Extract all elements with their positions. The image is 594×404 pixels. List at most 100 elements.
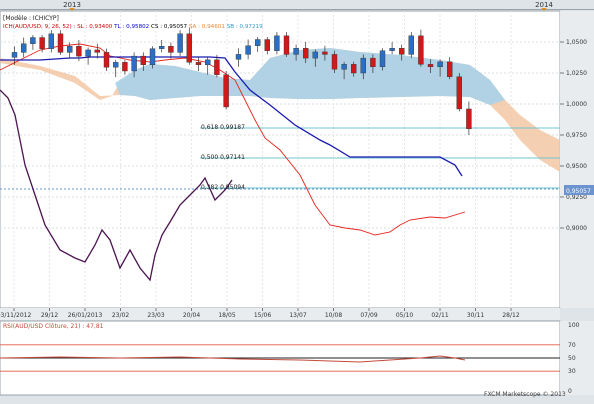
price-axis-ticks: 1,0500 1,0250 1,0000 0,9750 0,9500 0,9250 0,90… <box>560 39 587 232</box>
time-axis-ticks: 03/11/2012 29/12 26/01/2013 23/02 23/03 20/04… <box>0 308 520 319</box>
rsi-tick-label: 100 <box>568 322 580 329</box>
timeline-bar <box>0 0 594 10</box>
candle-body <box>264 39 270 51</box>
candle-body <box>214 59 220 75</box>
candle-body <box>283 35 290 55</box>
candlestick-series <box>11 27 472 135</box>
rsi-axis[interactable] <box>560 321 594 395</box>
fib-label-618: 0,618 0,99187 <box>201 124 245 131</box>
rsi-tick-label: 0 <box>568 388 572 395</box>
legend-line: ICH(AUD/USD, 9, 26, 52) : SL : 0,93400 T… <box>3 24 263 30</box>
candle-body <box>48 33 54 49</box>
candle-body <box>94 49 101 53</box>
legend-item: CS : 0,95057 <box>151 24 189 30</box>
candle-body <box>312 51 318 59</box>
price-tick-label: 1,0250 <box>566 70 587 77</box>
ichimoku-lines <box>0 43 466 282</box>
candle-body <box>168 46 174 53</box>
candle-body <box>204 59 211 66</box>
time-tick-label: 13/07 <box>289 312 306 319</box>
fib-label-382: 0,382 0,95094 <box>201 184 245 191</box>
candle-body <box>437 61 443 68</box>
candle-body <box>112 62 119 68</box>
legend-item: SA : 0,94601 <box>189 24 227 30</box>
fibonacci-levels <box>0 127 560 190</box>
candle-body <box>21 43 27 53</box>
candle-body <box>140 55 147 65</box>
price-axis[interactable] <box>560 11 594 308</box>
time-tick-label: 29/12 <box>41 312 58 319</box>
candle-body <box>418 35 424 65</box>
indicator-legend: ICH(AUD/USD, 9, 26, 52) : SL : 0,93400 T… <box>3 24 263 30</box>
ichimoku-cloud <box>0 48 560 172</box>
chikou-line <box>0 89 233 282</box>
price-tick-label: 0,9000 <box>566 225 587 232</box>
candle-body <box>351 64 357 74</box>
price-tick-label: 0,9250 <box>566 194 587 201</box>
candle-body <box>103 52 110 68</box>
legend-item: TL : 0,95802 <box>113 24 151 30</box>
candle-body <box>274 35 280 51</box>
candle-body <box>245 45 251 55</box>
time-tick-label: 02/11 <box>431 312 448 319</box>
time-tick-label: 03/11/2012 <box>0 312 31 319</box>
candle-body <box>254 39 261 46</box>
price-tick-label: 1,0500 <box>566 39 587 46</box>
current-price-value: 0,95057 <box>566 188 591 195</box>
candle-body <box>331 54 338 70</box>
candle-body <box>408 35 414 55</box>
candle-body <box>76 46 82 57</box>
tenkan-line <box>0 43 466 236</box>
timeline-marker-icon[interactable] <box>541 8 547 11</box>
candle-body <box>235 54 242 60</box>
candle-body <box>341 64 347 70</box>
candle-body <box>466 108 472 129</box>
current-price-tag <box>564 185 594 195</box>
time-tick-label: 23/03 <box>147 312 164 319</box>
rsi-tick-label: 30 <box>568 368 576 375</box>
candle-body <box>11 52 18 58</box>
year-2014-label: 2014 <box>535 1 553 9</box>
candle-body <box>322 51 328 55</box>
rsi-tick-label: 70 <box>568 342 576 349</box>
candle-body <box>186 33 193 63</box>
candle-body <box>39 37 45 49</box>
candle-body <box>30 37 36 44</box>
kijun-line <box>0 56 463 177</box>
candle-body <box>223 74 229 108</box>
candle-body <box>131 55 137 72</box>
candle-body <box>427 64 434 67</box>
year-2013-label: 2013 <box>63 1 81 9</box>
time-tick-label: 10/08 <box>325 312 342 319</box>
copyright-text: FXCM Marketscope © 2013 <box>484 391 566 398</box>
time-axis[interactable] <box>0 308 560 320</box>
time-tick-label: 28/12 <box>502 312 519 319</box>
candle-body <box>293 48 299 55</box>
time-tick-label: 20/04 <box>183 312 200 319</box>
candle-body <box>57 33 64 53</box>
price-tick-label: 0,9750 <box>566 132 587 139</box>
candle-body <box>177 33 183 53</box>
candle-body <box>149 48 156 66</box>
candle-body <box>158 46 165 49</box>
candle-body <box>66 46 73 53</box>
time-tick-label: 15/06 <box>254 312 271 319</box>
candle-body <box>195 62 202 65</box>
fib-labels: 0,618 0,99187 0,500 0,97141 0,382 0,9509… <box>201 124 245 191</box>
candle-body <box>447 61 453 77</box>
time-tick-label: 26/01/2013 <box>68 312 103 319</box>
price-grid <box>0 11 560 308</box>
rsi-indicator: 100 70 50 30 0 <box>0 322 580 395</box>
timeline-marker-icon[interactable] <box>69 8 75 11</box>
time-tick-label: 18/05 <box>218 312 235 319</box>
rsi-line <box>0 355 466 363</box>
cloud-blue <box>115 48 505 105</box>
time-tick-label: 05/10 <box>396 312 413 319</box>
candle-body <box>389 48 395 51</box>
rsi-title: RSI(AUD/USD Clôture, 21) : 47,81 <box>3 323 104 330</box>
time-tick-label: 23/02 <box>112 312 129 319</box>
rsi-tick-label: 50 <box>568 355 576 362</box>
candle-body <box>303 48 309 59</box>
